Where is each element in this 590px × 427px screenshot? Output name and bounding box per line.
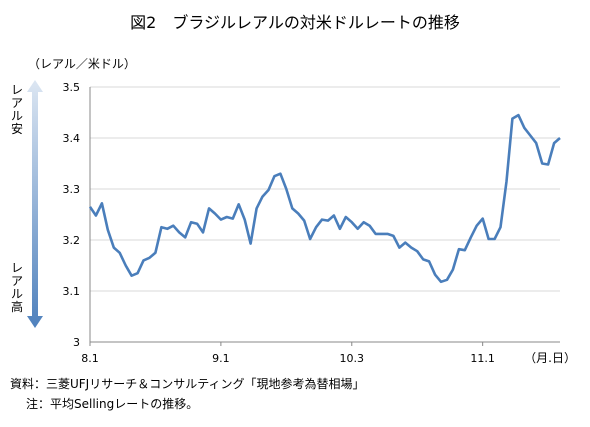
x-tick-label: 11.1 xyxy=(470,352,495,365)
x-tick-label: 8.1 xyxy=(81,352,99,365)
x-axis-unit-label: （月.日） xyxy=(524,351,576,365)
y-tick-label: 3 xyxy=(73,336,80,349)
real-weak-label: レアル安 xyxy=(10,83,23,136)
x-tick-label: 9.1 xyxy=(212,352,230,365)
y-tick-label: 3.4 xyxy=(63,132,81,145)
gridlines xyxy=(90,86,560,292)
double-arrow-icon xyxy=(27,80,43,328)
source-note: 資料：三菱UFJリサーチ＆コンサルティング「現地参考為替相場」 xyxy=(10,377,365,391)
x-tick-label: 10.3 xyxy=(340,352,365,365)
y-tick-label: 3.1 xyxy=(63,285,81,298)
axes xyxy=(89,87,560,343)
exchange-rate-series-line xyxy=(88,113,561,284)
real-strong-label: レアル高 xyxy=(10,261,23,314)
y-tick-label: 3.2 xyxy=(63,234,81,247)
chart-title: 図2 ブラジルレアルの対米ドルレートの推移 xyxy=(130,13,460,32)
y-axis-unit-label: （レアル／米ドル） xyxy=(28,57,136,71)
y-tick-label: 3.5 xyxy=(63,81,81,94)
y-tick-label: 3.3 xyxy=(63,183,81,196)
strength-arrow xyxy=(27,80,43,328)
y-tick-labels: 3 3.1 3.2 3.3 3.4 3.5 xyxy=(63,81,81,349)
x-tick-labels: 8.1 9.1 10.3 11.1 xyxy=(81,342,495,365)
footnote: 注：平均Sellingレートの推移。 xyxy=(26,397,199,411)
